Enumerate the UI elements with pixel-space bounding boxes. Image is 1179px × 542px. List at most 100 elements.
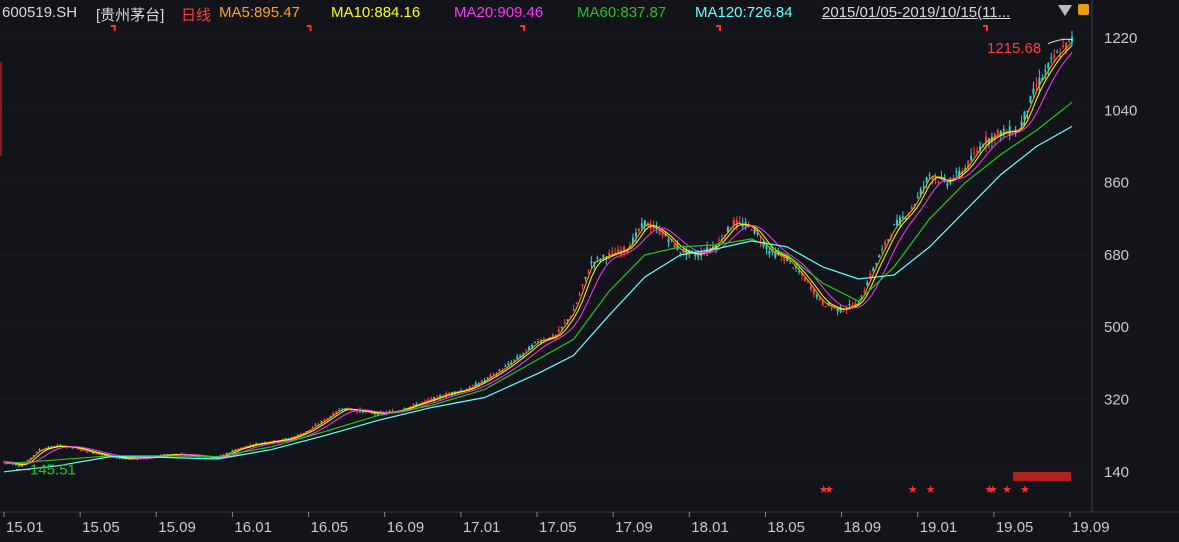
candle-body [1056,51,1059,53]
ma10-legend: MA10:884.16 [331,4,421,21]
moving-average-series [3,41,1073,473]
candle-body [1062,45,1065,48]
candle-body [1065,42,1068,50]
star-marker-icon: ★ [908,484,918,496]
candle-body [255,443,258,445]
y-tick-label: 1220 [1104,30,1137,47]
x-tick-label: 17.05 [539,519,577,536]
candle-body [732,220,735,226]
candle-body [1044,69,1047,72]
symbol-label: 600519.SH [2,4,78,21]
candle-body [658,229,661,235]
x-tick-label: 15.01 [6,519,44,536]
candle-body [623,246,626,253]
candle-body [1041,78,1044,81]
period-label[interactable]: 日线 [181,7,212,24]
candle-body [901,216,904,218]
x-tick-label: 18.09 [844,519,882,536]
candle-body [673,244,676,248]
candle-body [80,450,83,452]
ma5-line [3,41,1073,466]
candle-body [925,177,928,182]
x-tick-label: 17.01 [463,519,501,536]
dropdown-triangle-icon[interactable] [1058,5,1072,16]
candle-body [519,355,522,358]
candle-body [786,257,789,262]
candle-body [326,418,329,420]
candle-body [489,375,492,378]
candle-body [11,463,14,465]
ma120-line [3,125,1073,473]
candle-body [323,419,326,422]
candle-body [801,272,804,276]
candle-body [563,322,566,324]
y-tick-label: 320 [1104,392,1129,409]
candle-body [572,308,575,312]
candle-body [14,464,17,466]
left-indicator-bar [0,62,2,156]
candle-body [753,228,756,234]
candle-body [984,136,987,145]
candle-body [504,366,507,368]
candle-body [569,316,572,318]
candle-body [1002,128,1005,132]
candle-body [560,326,563,328]
candle-body [430,398,433,400]
candle-body [979,146,982,151]
candle-body [38,449,41,451]
candle-body [314,424,317,426]
candle-body [818,296,821,301]
candle-body [922,186,925,188]
candle-body [824,306,827,308]
candle-body [94,453,97,455]
candle-body [765,246,768,250]
candle-body [640,223,643,228]
candle-body [937,181,940,183]
candle-body [845,309,848,311]
candle-body [904,218,907,220]
candle-body [1029,95,1032,103]
star-marker-icon: ★ [1002,484,1012,496]
candle-body [1020,121,1023,126]
y-tick-label: 1040 [1104,102,1137,119]
candle-body [913,204,916,206]
candle-body [356,410,359,412]
x-tick-label: 19.01 [920,519,958,536]
candle-body [77,447,80,450]
candle-body [1032,88,1035,94]
candle-body [928,174,931,176]
candlestick-series [3,30,1073,468]
candle-body [602,255,605,257]
candle-body [320,421,323,423]
candle-body [249,445,252,447]
date-range-label[interactable]: 2015/01/05-2019/10/15(11... [822,4,1011,21]
candle-body [756,232,759,234]
event-flag-icon [716,25,721,31]
grid-lines [0,37,1092,473]
low-price-label: 145.51 [30,462,76,479]
candle-body [634,232,637,237]
candle-body [522,353,525,355]
y-tick-label: 140 [1104,464,1129,481]
lock-icon[interactable] [1078,4,1089,15]
candle-body [869,273,872,279]
candle-body [608,252,611,256]
candle-body [898,217,901,225]
event-flag-icon [520,25,526,31]
candle-body [578,294,581,296]
star-marker-icon: ★ [926,484,936,496]
candle-body [97,453,100,455]
candle-body [528,346,531,351]
candle-body [350,409,353,411]
candle-body [715,245,717,249]
candle-body [617,248,620,253]
candle-body [210,457,213,459]
candle-body [804,278,806,281]
candle-body [836,307,839,312]
candle-body [231,450,234,452]
star-marker-icon: ★ [988,484,998,496]
candle-body [308,429,311,431]
high-pointer-arrow [1047,38,1073,45]
candle-body [694,254,697,256]
